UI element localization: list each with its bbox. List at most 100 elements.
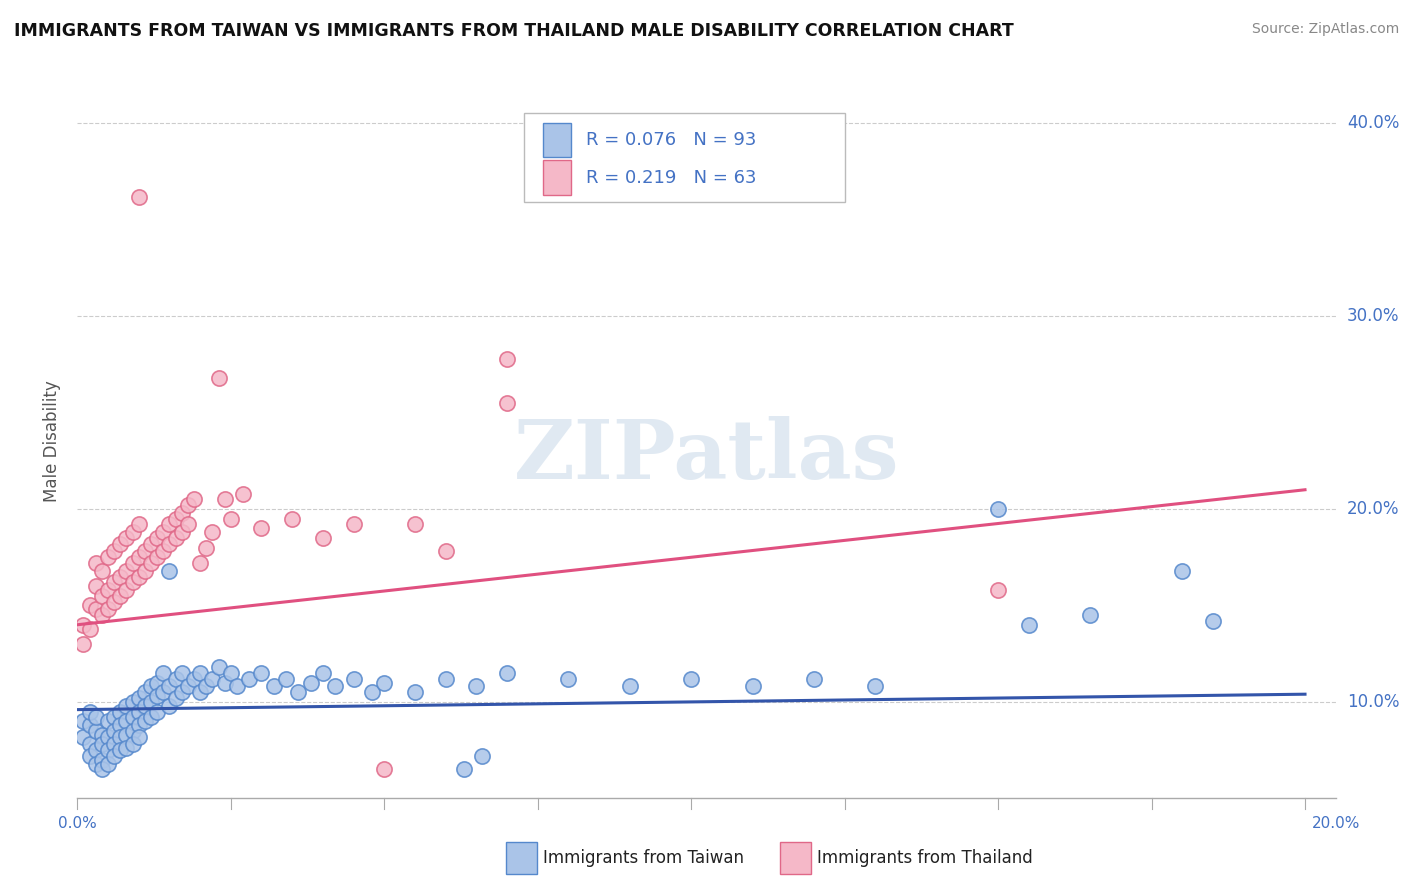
Point (157, 564, 180, 578)
Point (79, 718, 101, 732)
Point (146, 675, 169, 690)
Point (232, 486, 254, 500)
Text: Immigrants from Thailand: Immigrants from Thailand (817, 849, 1032, 867)
Point (201, 672, 224, 686)
Point (115, 531, 138, 545)
Point (465, 680, 488, 694)
Point (115, 741, 138, 756)
Point (165, 531, 187, 545)
Point (188, 685, 211, 699)
Point (134, 698, 156, 713)
Point (342, 517, 364, 532)
Point (165, 672, 187, 686)
Point (214, 675, 236, 690)
Point (226, 680, 249, 694)
Point (103, 737, 125, 751)
Point (287, 685, 309, 699)
Point (274, 672, 297, 686)
Point (115, 714, 138, 729)
Point (84, 743, 107, 757)
Point (434, 672, 457, 686)
Point (281, 511, 304, 525)
Point (219, 511, 242, 525)
Point (361, 685, 384, 699)
Point (146, 705, 169, 719)
Point (79, 599, 101, 613)
Point (84, 756, 107, 771)
Point (103, 544, 125, 558)
Point (152, 544, 174, 558)
Point (84, 602, 107, 616)
Point (471, 748, 494, 763)
Point (183, 492, 205, 507)
Point (115, 728, 138, 742)
Point (342, 672, 364, 686)
Point (188, 556, 211, 570)
FancyBboxPatch shape (524, 113, 845, 202)
Point (110, 705, 132, 719)
Point (157, 680, 180, 694)
Point (681, 672, 703, 686)
Point (323, 680, 346, 694)
Point (79, 737, 101, 751)
Point (1018, 617, 1040, 632)
Point (128, 718, 150, 732)
Point (90, 753, 112, 767)
Point (97, 714, 120, 729)
Point (177, 680, 200, 694)
Point (195, 680, 218, 694)
Point (170, 665, 193, 680)
Point (177, 498, 200, 512)
Point (152, 525, 174, 540)
Point (1202, 614, 1225, 628)
Point (146, 689, 169, 703)
Point (299, 675, 322, 690)
Point (72, 617, 94, 632)
Point (110, 718, 132, 732)
Point (72, 637, 94, 651)
Point (557, 672, 579, 686)
Point (207, 371, 229, 385)
Point (121, 737, 143, 751)
Point (373, 675, 395, 690)
Point (157, 698, 180, 713)
Y-axis label: Male Disability: Male Disability (44, 381, 62, 502)
Point (139, 680, 162, 694)
Point (103, 575, 125, 590)
Text: R = 0.076   N = 93: R = 0.076 N = 93 (586, 131, 756, 149)
Point (170, 506, 193, 520)
Point (128, 705, 150, 719)
Point (170, 525, 193, 540)
Point (110, 743, 132, 757)
Point (90, 608, 112, 623)
Point (250, 665, 273, 680)
Point (121, 695, 143, 709)
Point (157, 537, 180, 551)
Point (97, 582, 120, 597)
Point (434, 544, 457, 558)
Point (110, 537, 132, 551)
Text: ZIPatlas: ZIPatlas (513, 416, 900, 496)
Text: R = 0.219   N = 63: R = 0.219 N = 63 (586, 169, 756, 186)
Point (139, 556, 162, 570)
Text: 20.0%: 20.0% (1312, 816, 1360, 830)
Point (128, 517, 150, 532)
Point (987, 502, 1010, 516)
Point (72, 730, 94, 744)
Text: 20.0%: 20.0% (1347, 500, 1399, 518)
Point (84, 579, 107, 593)
Point (263, 680, 285, 694)
Point (128, 569, 150, 583)
Point (128, 189, 150, 203)
Point (84, 723, 107, 738)
Point (121, 575, 143, 590)
Point (128, 730, 150, 744)
Point (741, 680, 763, 694)
Point (97, 730, 120, 744)
Point (134, 544, 156, 558)
Text: 10.0%: 10.0% (1347, 693, 1399, 711)
Point (170, 685, 193, 699)
FancyBboxPatch shape (543, 122, 571, 157)
Point (1078, 608, 1101, 623)
Point (152, 665, 174, 680)
